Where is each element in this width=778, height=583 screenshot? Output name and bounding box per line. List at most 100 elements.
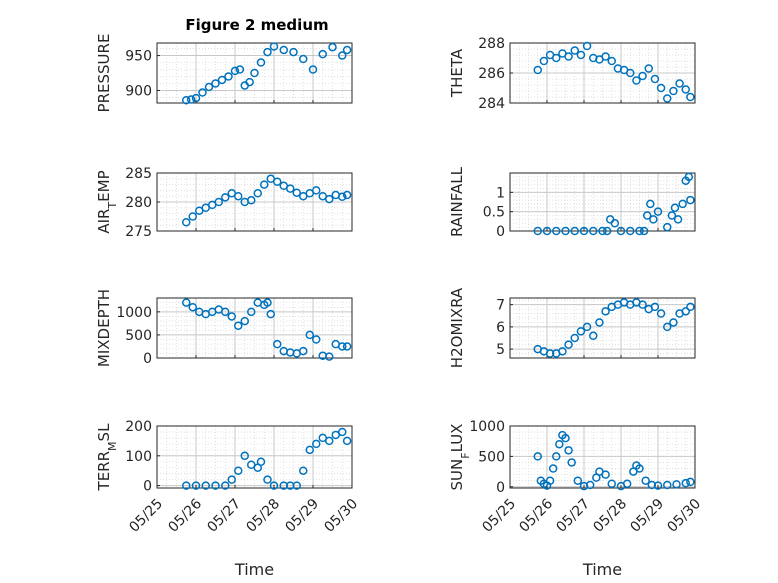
data-point <box>221 193 230 202</box>
data-point <box>642 211 652 220</box>
data-point <box>221 307 230 317</box>
y-tick-label: 6 <box>496 320 505 336</box>
data-point <box>342 190 352 200</box>
data-point <box>286 184 295 193</box>
y-tick-label: 286 <box>478 66 505 82</box>
chart-panel-1: 900 950 PRESSURE <box>95 34 353 112</box>
y-axis-label: SUNFLUX <box>448 424 472 491</box>
data-point <box>256 457 266 467</box>
data-point <box>616 226 626 236</box>
data-point <box>292 481 301 490</box>
data-point <box>552 53 561 63</box>
y-axis-label: TERRMSL <box>95 423 119 492</box>
data-point <box>342 45 352 55</box>
data-point <box>338 427 347 437</box>
data-point <box>552 452 561 461</box>
data-point <box>684 172 694 182</box>
data-point <box>607 479 616 488</box>
y-tick-label: 1000 <box>116 305 152 321</box>
data-point <box>312 439 321 449</box>
data-point <box>561 433 570 443</box>
data-point <box>601 470 610 479</box>
data-point <box>217 75 227 85</box>
data-point <box>273 339 282 349</box>
data-point <box>250 68 259 78</box>
data-point <box>263 475 272 484</box>
y-tick-label: 7 <box>496 298 505 314</box>
y-tick-label: 1000 <box>469 419 505 435</box>
data-point <box>342 436 352 446</box>
y-tick-label: 288 <box>478 36 505 52</box>
y-axis-label: RAINFALL <box>448 166 466 237</box>
data-point <box>273 177 282 186</box>
data-point <box>589 331 598 341</box>
data-point <box>299 346 308 356</box>
data-point <box>663 222 672 232</box>
data-point <box>227 312 236 321</box>
y-tick-label: 0 <box>496 224 505 240</box>
data-point <box>552 226 561 236</box>
data-point <box>545 476 555 485</box>
plot-area <box>510 173 695 231</box>
data-point <box>542 226 552 236</box>
data-point <box>598 226 607 236</box>
data-point <box>221 481 230 490</box>
data-point <box>579 226 589 236</box>
data-point <box>305 445 314 455</box>
data-point <box>570 46 579 55</box>
data-point <box>564 52 573 61</box>
data-point <box>649 215 658 224</box>
data-point <box>646 199 655 209</box>
data-point <box>299 466 308 475</box>
data-point <box>227 475 236 484</box>
data-point <box>602 226 612 236</box>
data-point <box>325 194 334 204</box>
figure-title: Figure 2 medium <box>185 16 328 34</box>
data-point <box>224 72 233 81</box>
y-axis-label: H2OMIXRA <box>448 287 466 368</box>
data-point <box>601 52 610 61</box>
y-tick-label: 1 <box>496 185 505 201</box>
y-tick-label: 500 <box>478 449 505 465</box>
chart-panel-2: 284 286 288 THETA <box>448 36 696 112</box>
data-point <box>191 481 201 490</box>
data-point <box>214 197 223 207</box>
y-tick-label: 285 <box>125 166 152 182</box>
data-point <box>622 479 632 488</box>
y-tick-label: 280 <box>125 195 152 211</box>
data-point <box>338 51 347 60</box>
data-point <box>681 307 690 316</box>
axes-box <box>156 297 353 359</box>
data-point <box>650 74 660 84</box>
data-point <box>188 212 197 221</box>
data-point <box>638 71 647 81</box>
data-point <box>211 79 220 88</box>
data-point <box>253 189 262 198</box>
data-point <box>681 85 690 94</box>
data-point <box>673 215 683 224</box>
data-point <box>230 66 240 76</box>
y-tick-label: 0 <box>143 479 152 495</box>
data-point <box>211 481 220 490</box>
data-point <box>635 226 644 236</box>
data-point <box>263 47 272 57</box>
data-point <box>632 76 641 85</box>
data-point <box>644 64 653 73</box>
data-point <box>299 54 308 64</box>
data-point <box>247 196 256 205</box>
axes-box <box>509 425 696 489</box>
data-point <box>672 480 681 489</box>
data-point <box>561 226 570 236</box>
data-point <box>686 92 695 102</box>
data-point <box>567 458 576 467</box>
data-point <box>260 180 269 189</box>
data-point <box>558 347 567 356</box>
y-tick-label: 900 <box>125 83 152 99</box>
data-point <box>328 42 337 52</box>
data-point <box>653 481 663 490</box>
data-point <box>292 188 301 197</box>
y-tick-label: 0 <box>496 480 505 496</box>
data-point <box>269 42 279 51</box>
